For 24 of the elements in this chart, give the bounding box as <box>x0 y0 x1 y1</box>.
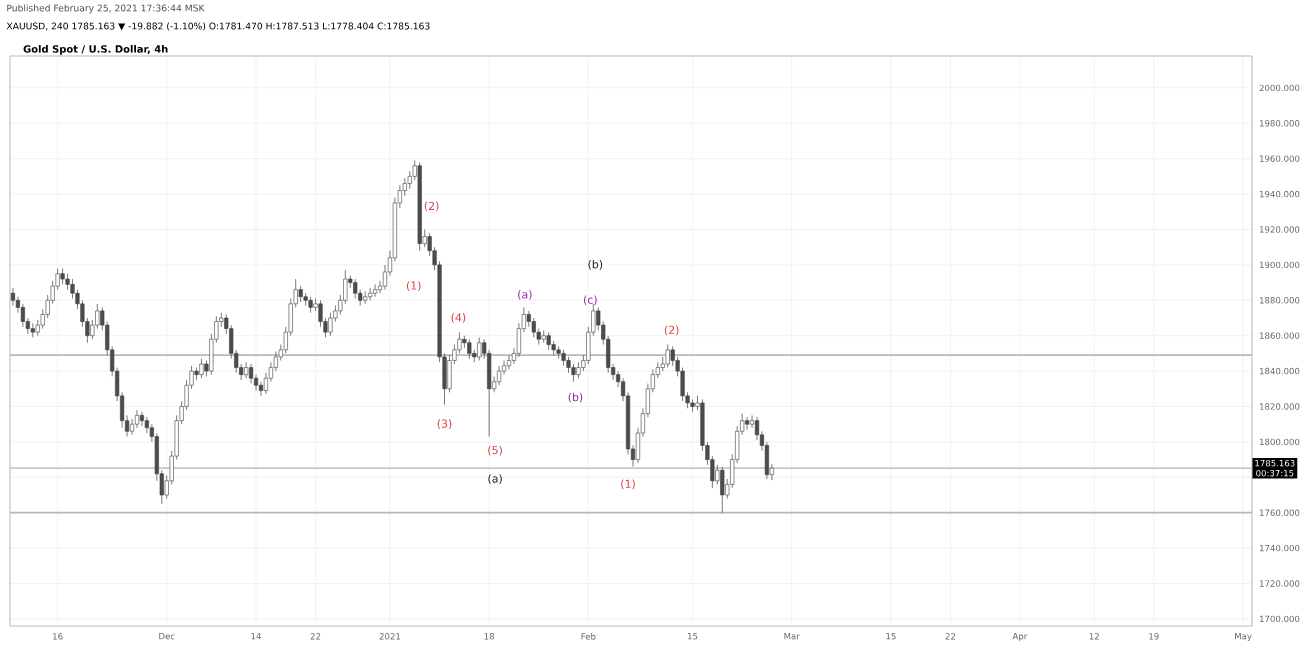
candlestick <box>353 278 358 299</box>
candlestick <box>372 284 378 298</box>
candlestick <box>199 358 204 379</box>
candlestick <box>665 344 670 368</box>
candlestick <box>258 381 264 397</box>
candlestick <box>20 303 25 328</box>
candlestick <box>477 337 482 361</box>
candlestick <box>10 287 16 306</box>
candlestick <box>467 338 472 360</box>
candlestick <box>531 317 536 338</box>
candlestick <box>244 361 249 379</box>
candlestick <box>139 411 145 427</box>
candlestick <box>368 287 373 301</box>
candlestick <box>134 409 140 429</box>
candlestick <box>496 365 502 386</box>
candlestick <box>506 354 512 370</box>
candlestick <box>248 363 254 384</box>
candlestick <box>129 418 135 436</box>
candlestick <box>144 416 149 434</box>
candlestick <box>744 416 750 430</box>
candlestick <box>30 322 35 338</box>
candlestick <box>720 466 725 514</box>
candlestick <box>328 312 333 337</box>
candlestick <box>363 291 368 305</box>
